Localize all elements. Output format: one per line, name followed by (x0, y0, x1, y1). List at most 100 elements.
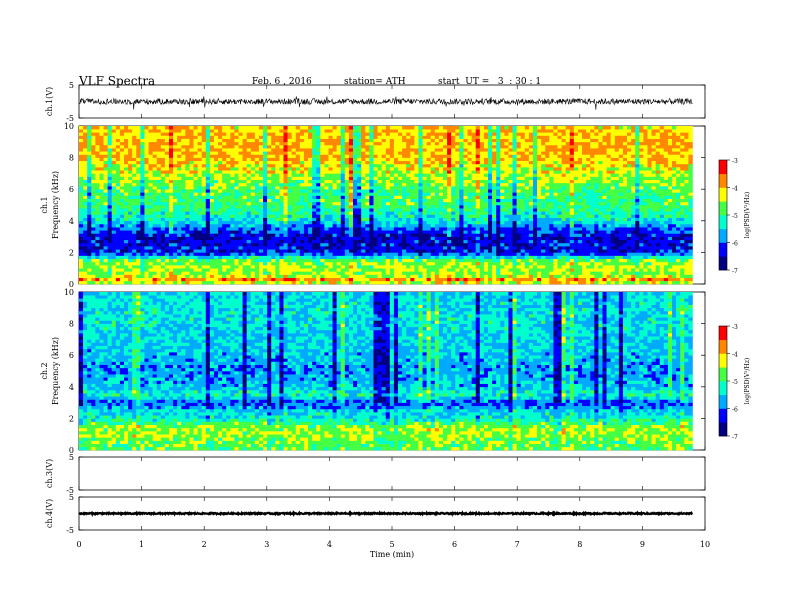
spectrogram-cell (447, 198, 452, 203)
spectrogram-cell (287, 182, 292, 187)
spectrogram-cell (430, 151, 436, 155)
spectrogram-cell (218, 220, 223, 225)
spectrogram-cell (438, 189, 444, 193)
spectrogram-cell (103, 233, 108, 237)
spectrogram-cell (447, 195, 452, 199)
spectrogram-cell (418, 236, 423, 241)
spectrogram-cell (467, 176, 472, 181)
spectrogram-cell (410, 132, 415, 136)
spectrogram-cell (222, 132, 227, 136)
spectrogram-cell (451, 268, 456, 272)
spectrogram-cell (160, 236, 166, 241)
spectrogram-cell (209, 167, 215, 171)
spectrogram-cell (443, 126, 448, 130)
spectrogram-cell (250, 217, 256, 222)
spectrogram-cell (398, 274, 403, 278)
spectrogram-cell (410, 135, 415, 139)
spectrogram-cell (123, 220, 129, 225)
spectrogram-cell (226, 148, 231, 152)
spectrogram-cell (205, 217, 211, 222)
spectrogram-cell (238, 189, 243, 193)
spectrogram-cell (422, 179, 427, 184)
spectrogram-cell (123, 258, 129, 263)
spectrogram-cell (205, 208, 211, 212)
spectrogram-cell (128, 129, 133, 133)
spectrogram-cell (254, 179, 260, 184)
spectrogram-cell (332, 189, 337, 193)
spectrogram-cell (209, 135, 215, 139)
spectrogram-cell (185, 182, 190, 187)
spectrogram-cell (438, 249, 444, 253)
spectrogram-cell (144, 176, 149, 181)
spectrogram-cell (185, 126, 190, 130)
spectrogram-cell (295, 205, 301, 209)
spectrogram-cell (316, 274, 321, 278)
spectrogram-cell (201, 252, 207, 256)
spectrogram-cell (201, 173, 207, 177)
spectrogram-cell (218, 265, 223, 269)
spectrogram-cell (430, 198, 436, 203)
spectrogram-cell (320, 271, 325, 275)
spectrogram-cell (189, 126, 194, 130)
spectrogram-cell (91, 154, 96, 158)
spectrogram-cell (430, 214, 436, 218)
spectrogram-cell (438, 208, 444, 212)
spectrogram-cell (99, 205, 104, 209)
spectrogram-cell (438, 255, 444, 260)
spectrogram-cell (209, 126, 215, 130)
spectrogram-cell (193, 201, 198, 206)
spectrogram-cell (299, 227, 305, 231)
spectrogram-cell (238, 186, 243, 190)
spectrogram-cell (332, 148, 337, 152)
spectrogram-cell (328, 227, 333, 231)
spectrogram-cell (336, 201, 342, 206)
spectrogram-cell (177, 214, 182, 218)
spectrogram-cell (373, 141, 378, 146)
spectrogram-cell (271, 198, 276, 203)
spectrogram-cell (218, 170, 223, 174)
spectrogram-cell (308, 230, 313, 234)
spectrogram-cell (87, 220, 92, 225)
spectrogram-cell (308, 160, 313, 165)
spectrogram-cell (312, 135, 317, 139)
spectrogram-cell (312, 220, 317, 225)
spectrogram-cell (455, 205, 460, 209)
spectrogram-cell (385, 214, 391, 218)
spectrogram-cell (410, 205, 415, 209)
spectrogram-cell (455, 223, 460, 228)
spectrogram-cell (438, 233, 444, 237)
spectrogram-cell (263, 170, 268, 174)
spectrogram-cell (226, 258, 231, 263)
spectrogram-cell (246, 195, 252, 199)
spectrogram-cell (344, 233, 350, 237)
spectrogram-cell (95, 271, 100, 275)
spectrogram-cell (201, 277, 207, 282)
spectrogram-cell (123, 246, 129, 250)
spectrogram-cell (406, 252, 411, 256)
spectrogram-cell (303, 132, 309, 136)
spectrogram-cell (422, 144, 427, 149)
spectrogram-cell (144, 246, 149, 250)
spectrogram-cell (422, 201, 427, 206)
spectrogram-cell (107, 236, 113, 241)
spectrogram-cell (201, 176, 207, 181)
spectrogram-cell (107, 255, 113, 260)
ylabel-frequency: Frequency (kHz) (51, 337, 60, 405)
spectrogram-cell (467, 252, 472, 256)
spectrogram-cell (361, 126, 366, 130)
spectrogram-cell (344, 249, 350, 253)
ytick-label: 8 (69, 154, 74, 163)
spectrogram-cell (353, 217, 358, 222)
spectrogram-cell (254, 252, 260, 256)
spectrogram-cell (279, 173, 284, 177)
spectrogram-cell (434, 179, 440, 184)
spectrogram-cell (238, 135, 243, 139)
spectrogram-cell (332, 163, 337, 168)
spectrogram-cell (197, 154, 202, 158)
spectrogram-cell (348, 126, 354, 130)
spectrogram-cell (353, 246, 358, 250)
spectrogram-cell (193, 223, 198, 228)
spectrogram-cell (189, 163, 194, 168)
spectrogram-cell (144, 201, 149, 206)
spectrogram-cell (287, 268, 292, 272)
